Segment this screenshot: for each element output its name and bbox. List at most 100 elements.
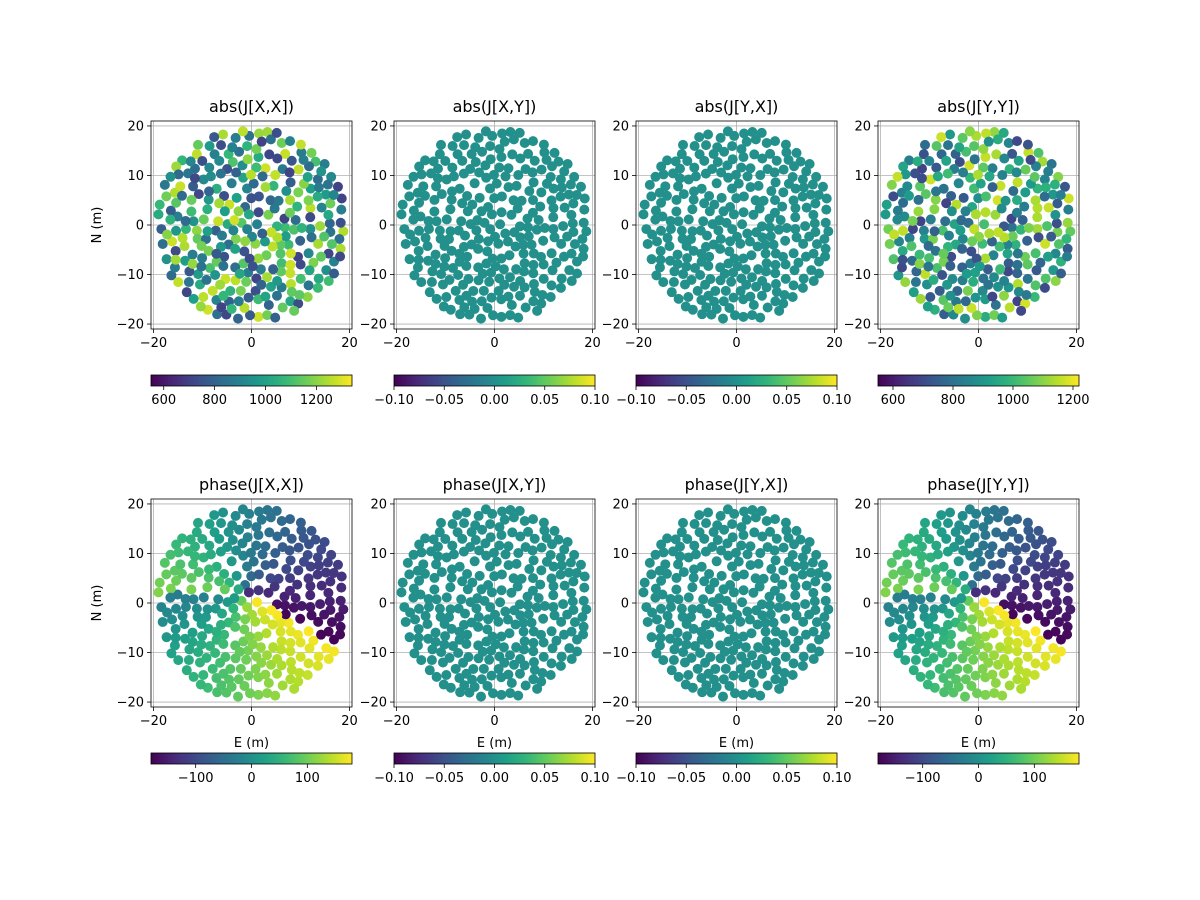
data-point <box>269 581 280 592</box>
data-point <box>904 232 915 243</box>
data-point <box>434 603 445 614</box>
data-point <box>227 535 238 546</box>
data-point <box>658 655 669 666</box>
data-point <box>662 155 673 166</box>
data-point <box>938 183 949 194</box>
data-point <box>886 557 897 568</box>
subplot-title: phase(J[Y,Y]) <box>927 475 1030 494</box>
data-point <box>742 549 753 560</box>
data-point <box>704 251 715 262</box>
data-point <box>546 573 557 584</box>
data-point <box>1002 644 1013 655</box>
data-point <box>485 224 496 235</box>
data-point <box>302 669 313 680</box>
data-point <box>323 248 334 259</box>
data-point <box>462 190 473 201</box>
data-point <box>903 568 914 579</box>
subplot-title: abs(J[X,Y]) <box>453 97 537 116</box>
data-point <box>957 510 968 521</box>
data-point <box>420 232 431 243</box>
data-point <box>230 243 241 254</box>
data-point <box>159 557 170 568</box>
data-point <box>541 532 552 543</box>
data-point <box>257 606 268 617</box>
subplot-title: abs(J[X,X]) <box>209 97 294 116</box>
data-point <box>662 533 673 544</box>
data-point <box>276 636 287 647</box>
data-point <box>260 182 271 193</box>
data-point <box>750 134 761 145</box>
colorbar-tick-label: 0.00 <box>480 771 509 786</box>
data-point <box>510 619 521 630</box>
data-point <box>953 303 964 314</box>
data-point <box>798 182 809 193</box>
data-point <box>513 312 524 323</box>
data-point <box>203 245 214 256</box>
data-point <box>711 681 722 692</box>
data-point <box>756 505 767 516</box>
data-point <box>639 199 650 210</box>
data-point <box>817 559 828 570</box>
data-point <box>987 291 998 302</box>
data-point <box>1012 646 1023 657</box>
y-tick-label: 0 <box>379 597 387 612</box>
data-point <box>170 623 181 634</box>
data-point <box>690 263 701 274</box>
data-point <box>408 205 419 216</box>
data-point <box>690 549 701 560</box>
y-tick-label: 20 <box>854 119 871 134</box>
data-point <box>662 232 673 243</box>
data-point <box>429 194 440 205</box>
data-point <box>577 612 588 623</box>
data-point <box>957 621 968 632</box>
data-point <box>676 527 687 538</box>
data-point <box>781 600 792 611</box>
data-point <box>739 506 750 517</box>
data-point <box>498 264 509 275</box>
data-point <box>678 647 689 658</box>
data-point <box>1000 195 1011 206</box>
data-point <box>748 677 759 688</box>
data-point <box>471 225 482 236</box>
data-point <box>548 590 559 601</box>
colorbar-tick-label: 1200 <box>1056 393 1089 408</box>
data-point <box>925 291 936 302</box>
data-point <box>413 623 424 634</box>
data-point <box>761 636 772 647</box>
data-point <box>898 575 909 586</box>
data-point <box>338 226 349 237</box>
x-tick-label: −20 <box>625 714 652 729</box>
data-point <box>175 559 186 570</box>
data-point <box>519 636 530 647</box>
data-point <box>980 569 991 580</box>
data-point <box>478 663 489 674</box>
data-point <box>676 225 687 236</box>
data-point <box>729 310 740 321</box>
data-point <box>673 293 684 304</box>
data-point <box>523 609 534 620</box>
data-point <box>253 689 264 700</box>
data-point <box>332 559 343 570</box>
data-point <box>791 610 802 621</box>
data-point <box>687 582 698 593</box>
data-point <box>780 613 791 624</box>
data-point <box>257 228 268 239</box>
data-point <box>567 596 578 607</box>
data-point <box>912 534 923 545</box>
data-point <box>289 305 300 316</box>
data-point <box>700 168 711 179</box>
data-point <box>312 569 323 580</box>
data-point <box>157 238 168 249</box>
data-point <box>1033 610 1044 621</box>
data-point <box>263 209 274 220</box>
data-point <box>161 254 172 265</box>
data-point <box>696 248 707 259</box>
data-point <box>779 667 790 678</box>
data-point <box>305 224 316 235</box>
data-point <box>770 195 781 206</box>
data-point <box>742 606 753 617</box>
data-point <box>256 136 267 147</box>
data-point <box>579 582 590 593</box>
data-point <box>820 217 831 228</box>
